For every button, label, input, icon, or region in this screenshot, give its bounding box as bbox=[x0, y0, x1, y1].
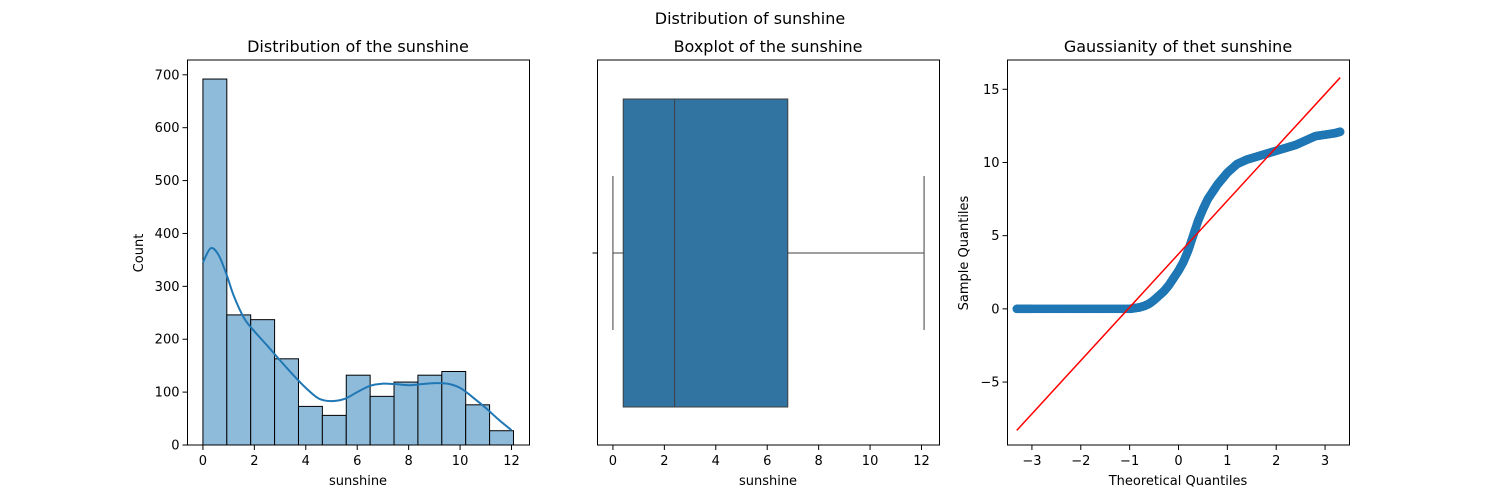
histogram-bar bbox=[369, 395, 395, 446]
histogram-ticks: 0 2 4 6 8 10 12 0 100 200 300 400 500 600 700 bbox=[155, 68, 520, 469]
boxplot-frame bbox=[597, 59, 940, 446]
histogram-ylabel: Count bbox=[132, 234, 147, 273]
qq-y-tick-label: −5 bbox=[980, 376, 999, 391]
qq-y-tick-label: 10 bbox=[983, 156, 1000, 171]
qq-y-tick-label: 0 bbox=[991, 302, 999, 317]
histogram-y-tick-label: 500 bbox=[155, 174, 180, 189]
boxplot-x-tick-label: 0 bbox=[609, 454, 617, 469]
boxplot-x-tick-label: 4 bbox=[712, 454, 720, 469]
histogram-x-tick-label: 4 bbox=[302, 454, 310, 469]
interquartile-box bbox=[622, 98, 789, 408]
histogram-bars bbox=[202, 78, 514, 446]
qq-points bbox=[1012, 127, 1345, 314]
histogram-xlabel: sunshine bbox=[329, 474, 387, 489]
histogram-title: Distribution of the sunshine bbox=[247, 37, 469, 56]
qq-xlabel: Theoretical Quantiles bbox=[1108, 474, 1248, 489]
qq-x-tick-label: 3 bbox=[1321, 454, 1329, 469]
histogram-x-tick-label: 12 bbox=[503, 454, 520, 469]
boxplot-x-tick-label: 10 bbox=[862, 454, 879, 469]
histogram-bar bbox=[321, 414, 347, 446]
qq-ylabel: Sample Quantiles bbox=[957, 195, 972, 310]
histogram-bar bbox=[417, 374, 443, 446]
qq-ticks: −3 −2 −1 0 1 2 3 −5 0 5 10 15 bbox=[980, 83, 1329, 469]
qq-x-tick-label: 2 bbox=[1272, 454, 1280, 469]
qq-x-tick-label: 0 bbox=[1174, 454, 1182, 469]
histogram-bar bbox=[465, 404, 491, 446]
histogram-x-tick-label: 2 bbox=[250, 454, 258, 469]
qq-frame bbox=[1007, 59, 1350, 446]
boxplot-xlabel: sunshine bbox=[739, 474, 797, 489]
boxplot-panel: Boxplot of the sunshine sunshine 0 2 4 6 8 10… bbox=[592, 37, 940, 489]
qq-point bbox=[1335, 127, 1345, 137]
histogram-bar bbox=[226, 314, 252, 446]
histogram-y-tick-label: 100 bbox=[155, 386, 180, 401]
histogram-y-tick-label: 200 bbox=[155, 333, 180, 348]
qq-y-tick-label: 15 bbox=[983, 83, 1000, 98]
qq-x-tick-label: −2 bbox=[1071, 454, 1090, 469]
boxplot-box bbox=[612, 98, 925, 408]
boxplot-x-tick-label: 12 bbox=[913, 454, 930, 469]
histogram-y-tick-label: 0 bbox=[171, 439, 179, 454]
figure-suptitle: Distribution of sunshine bbox=[655, 9, 845, 28]
histogram-x-tick-label: 0 bbox=[199, 454, 207, 469]
histogram-bar bbox=[345, 374, 371, 446]
qq-x-tick-label: 1 bbox=[1223, 454, 1231, 469]
histogram-y-tick-label: 600 bbox=[155, 121, 180, 136]
histogram-bar bbox=[489, 430, 514, 446]
histogram-bar bbox=[297, 405, 323, 446]
histogram-bar bbox=[250, 319, 276, 446]
histogram-x-tick-label: 6 bbox=[353, 454, 361, 469]
boxplot-x-tick-label: 2 bbox=[660, 454, 668, 469]
boxplot-title: Boxplot of the sunshine bbox=[674, 37, 863, 56]
qq-x-tick-label: −3 bbox=[1022, 454, 1041, 469]
histogram-frame bbox=[187, 59, 530, 446]
qq-x-tick-label: −1 bbox=[1120, 454, 1139, 469]
histogram-bar bbox=[202, 78, 228, 446]
histogram-y-tick-label: 700 bbox=[155, 68, 180, 83]
histogram-bar bbox=[393, 381, 419, 446]
histogram-bar bbox=[274, 358, 299, 446]
boxplot-x-tick-label: 8 bbox=[815, 454, 823, 469]
kde-curve bbox=[202, 247, 513, 431]
boxplot-ticks: 0 2 4 6 8 10 12 bbox=[592, 252, 930, 469]
qq-y-tick-label: 5 bbox=[991, 229, 999, 244]
qq-reference-line bbox=[1016, 77, 1341, 431]
histogram-panel: Distribution of the sunshine sunshine Co… bbox=[132, 37, 530, 489]
histogram-y-tick-label: 400 bbox=[155, 227, 180, 242]
histogram-y-tick-label: 300 bbox=[155, 280, 180, 295]
qq-title: Gaussianity of thet sunshine bbox=[1064, 37, 1292, 56]
histogram-x-tick-label: 8 bbox=[405, 454, 413, 469]
qq-panel: Gaussianity of thet sunshine Theoretical… bbox=[957, 37, 1350, 489]
boxplot-x-tick-label: 6 bbox=[763, 454, 771, 469]
histogram-x-tick-label: 10 bbox=[452, 454, 469, 469]
